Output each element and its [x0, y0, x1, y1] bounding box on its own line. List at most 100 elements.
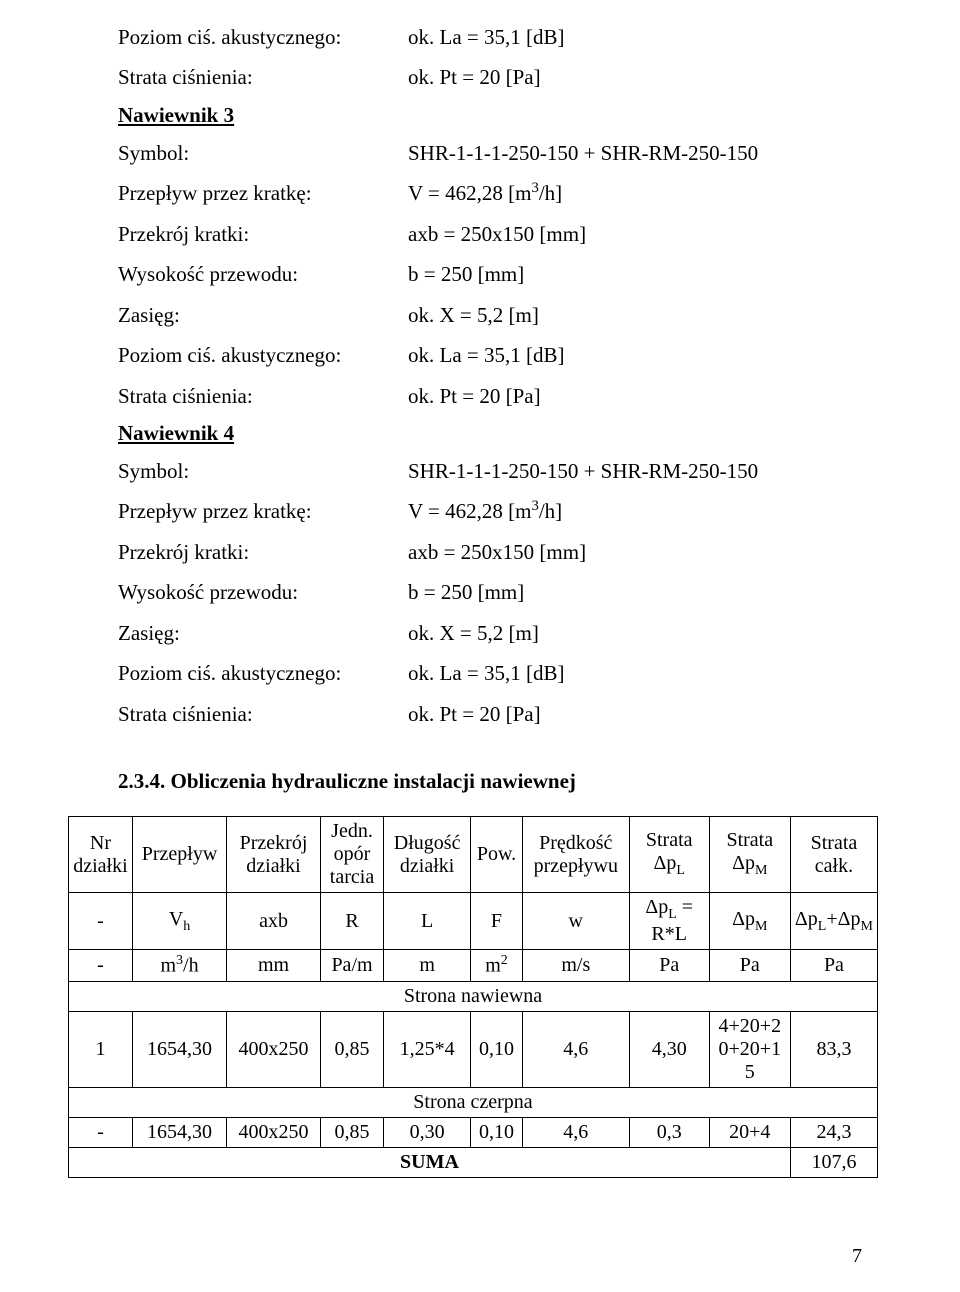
table-header-cell: Nr działki — [69, 817, 133, 893]
table-cell: 1654,30 — [132, 1117, 226, 1147]
table-header-cell: mm — [227, 950, 321, 982]
nawiewnik3-title: Nawiewnik 3 — [118, 103, 865, 128]
table-cell: 400x250 — [227, 1011, 321, 1087]
table-header-cell: Pa — [709, 950, 790, 982]
top-poziom-label: Poziom ciś. akustycznego: — [118, 22, 408, 52]
kv-label: Poziom ciś. akustycznego: — [118, 658, 408, 688]
table-header-cell: ΔpL+ΔpM — [790, 893, 877, 950]
kv-row: Poziom ciś. akustycznego:ok. La = 35,1 [… — [118, 340, 865, 370]
table-cell: 0,85 — [320, 1011, 383, 1087]
table-header-cell: Strata całk. — [790, 817, 877, 893]
kv-label: Przekrój kratki: — [118, 219, 408, 249]
kv-row: Przekrój kratki:axb = 250x150 [mm] — [118, 219, 865, 249]
kv-label: Wysokość przewodu: — [118, 577, 408, 607]
table-cell: 0,10 — [471, 1117, 523, 1147]
kv-value: V = 462,28 [m3/h] — [408, 496, 865, 526]
kv-row: Przepływ przez kratkę: V = 462,28 [m3/h] — [118, 178, 865, 208]
table-row-suma: SUMA107,6 — [69, 1147, 878, 1177]
page-number: 7 — [852, 1245, 862, 1268]
kv-row: Zasięg:ok. X = 5,2 [m] — [118, 618, 865, 648]
table-cell: 400x250 — [227, 1117, 321, 1147]
table-header-cell: ΔpM — [709, 893, 790, 950]
kv-label: Poziom ciś. akustycznego: — [118, 340, 408, 370]
table-cell: 4,6 — [522, 1117, 629, 1147]
table-header-cell: m3/h — [132, 950, 226, 982]
kv-label: Wysokość przewodu: — [118, 259, 408, 289]
kv-value: SHR-1-1-1-250-150 + SHR-RM-250-150 — [408, 456, 865, 486]
table-header-cell: - — [69, 950, 133, 982]
table-cell: - — [69, 1117, 133, 1147]
kv-row: Przepływ przez kratkę: V = 462,28 [m3/h] — [118, 496, 865, 526]
table-cell: 0,30 — [384, 1117, 471, 1147]
section-234-heading: 2.3.4. Obliczenia hydrauliczne instalacj… — [118, 769, 865, 794]
table-cell: 24,3 — [790, 1117, 877, 1147]
top-poziom-value: ok. La = 35,1 [dB] — [408, 22, 865, 52]
table-cell: 83,3 — [790, 1011, 877, 1087]
table-header-cell: Pa/m — [320, 950, 383, 982]
kv-label: Symbol: — [118, 456, 408, 486]
table-units-row: -m3/hmmPa/mmm2m/sPaPaPa — [69, 950, 878, 982]
table-cell: 1 — [69, 1011, 133, 1087]
table-header-cell: Przekrój działki — [227, 817, 321, 893]
kv-label: Przekrój kratki: — [118, 537, 408, 567]
table-cell: 0,85 — [320, 1117, 383, 1147]
table-section-czerpna: Strona czerpna — [69, 1087, 878, 1117]
kv-row: Zasięg:ok. X = 5,2 [m] — [118, 300, 865, 330]
kv-label: Zasięg: — [118, 300, 408, 330]
table-cell: 1,25*4 — [384, 1011, 471, 1087]
kv-label: Przepływ przez kratkę: — [118, 178, 408, 208]
nawiewnik4-rows: Symbol:SHR-1-1-1-250-150 + SHR-RM-250-15… — [118, 456, 865, 729]
table-cell: Strona nawiewna — [69, 981, 878, 1011]
table-header-cell: axb — [227, 893, 321, 950]
kv-value: axb = 250x150 [mm] — [408, 537, 865, 567]
kv-row: Strata ciśnienia:ok. Pt = 20 [Pa] — [118, 381, 865, 411]
table-header-cell: m2 — [471, 950, 523, 982]
kv-value: axb = 250x150 [mm] — [408, 219, 865, 249]
kv-label: Zasięg: — [118, 618, 408, 648]
table-cell: 0,10 — [471, 1011, 523, 1087]
kv-row: Poziom ciś. akustycznego:ok. La = 35,1 [… — [118, 658, 865, 688]
kv-row: Symbol:SHR-1-1-1-250-150 + SHR-RM-250-15… — [118, 138, 865, 168]
top-strata-row: Strata ciśnienia: ok. Pt = 20 [Pa] — [118, 62, 865, 92]
kv-row: Przekrój kratki:axb = 250x150 [mm] — [118, 537, 865, 567]
kv-value: SHR-1-1-1-250-150 + SHR-RM-250-150 — [408, 138, 865, 168]
kv-row: Strata ciśnienia:ok. Pt = 20 [Pa] — [118, 699, 865, 729]
nawiewnik3-rows: Symbol:SHR-1-1-1-250-150 + SHR-RM-250-15… — [118, 138, 865, 411]
kv-row: Wysokość przewodu:b = 250 [mm] — [118, 259, 865, 289]
table-header-cell: Vh — [132, 893, 226, 950]
table-cell: SUMA — [69, 1147, 791, 1177]
kv-label: Przepływ przez kratkę: — [118, 496, 408, 526]
kv-label: Symbol: — [118, 138, 408, 168]
table-header2-row: -VhaxbRLFwΔpL = R*LΔpMΔpL+ΔpM — [69, 893, 878, 950]
table-header-cell: m — [384, 950, 471, 982]
kv-value: b = 250 [mm] — [408, 577, 865, 607]
table-header-cell: Pow. — [471, 817, 523, 893]
table-cell: 4,30 — [629, 1011, 709, 1087]
table-header-row: Nr działkiPrzepływPrzekrój działkiJedn. … — [69, 817, 878, 893]
top-poziom-row: Poziom ciś. akustycznego: ok. La = 35,1 … — [118, 22, 865, 52]
table-header-cell: Prędkość przepływu — [522, 817, 629, 893]
top-strata-label: Strata ciśnienia: — [118, 62, 408, 92]
kv-row: Symbol:SHR-1-1-1-250-150 + SHR-RM-250-15… — [118, 456, 865, 486]
kv-value: ok. La = 35,1 [dB] — [408, 340, 865, 370]
table-cell: 1654,30 — [132, 1011, 226, 1087]
table-cell: 107,6 — [790, 1147, 877, 1177]
table-header-cell: w — [522, 893, 629, 950]
kv-value: ok. Pt = 20 [Pa] — [408, 381, 865, 411]
table-header-cell: R — [320, 893, 383, 950]
table-cell: 20+4 — [709, 1117, 790, 1147]
table-row-nawiewna: 11654,30400x2500,851,25*40,104,64,304+20… — [69, 1011, 878, 1087]
kv-value: b = 250 [mm] — [408, 259, 865, 289]
table-cell: 4,6 — [522, 1011, 629, 1087]
nawiewnik4-title: Nawiewnik 4 — [118, 421, 865, 446]
calc-table: Nr działkiPrzepływPrzekrój działkiJedn. … — [68, 816, 878, 1178]
table-header-cell: Jedn. opór tarcia — [320, 817, 383, 893]
kv-value: ok. Pt = 20 [Pa] — [408, 699, 865, 729]
table-cell: 0,3 — [629, 1117, 709, 1147]
kv-label: Strata ciśnienia: — [118, 699, 408, 729]
kv-row: Wysokość przewodu:b = 250 [mm] — [118, 577, 865, 607]
table-cell: 4+20+20+20+15 — [709, 1011, 790, 1087]
table-header-cell: Pa — [629, 950, 709, 982]
table-header-cell: Pa — [790, 950, 877, 982]
table-header-cell: Strata ΔpL — [629, 817, 709, 893]
